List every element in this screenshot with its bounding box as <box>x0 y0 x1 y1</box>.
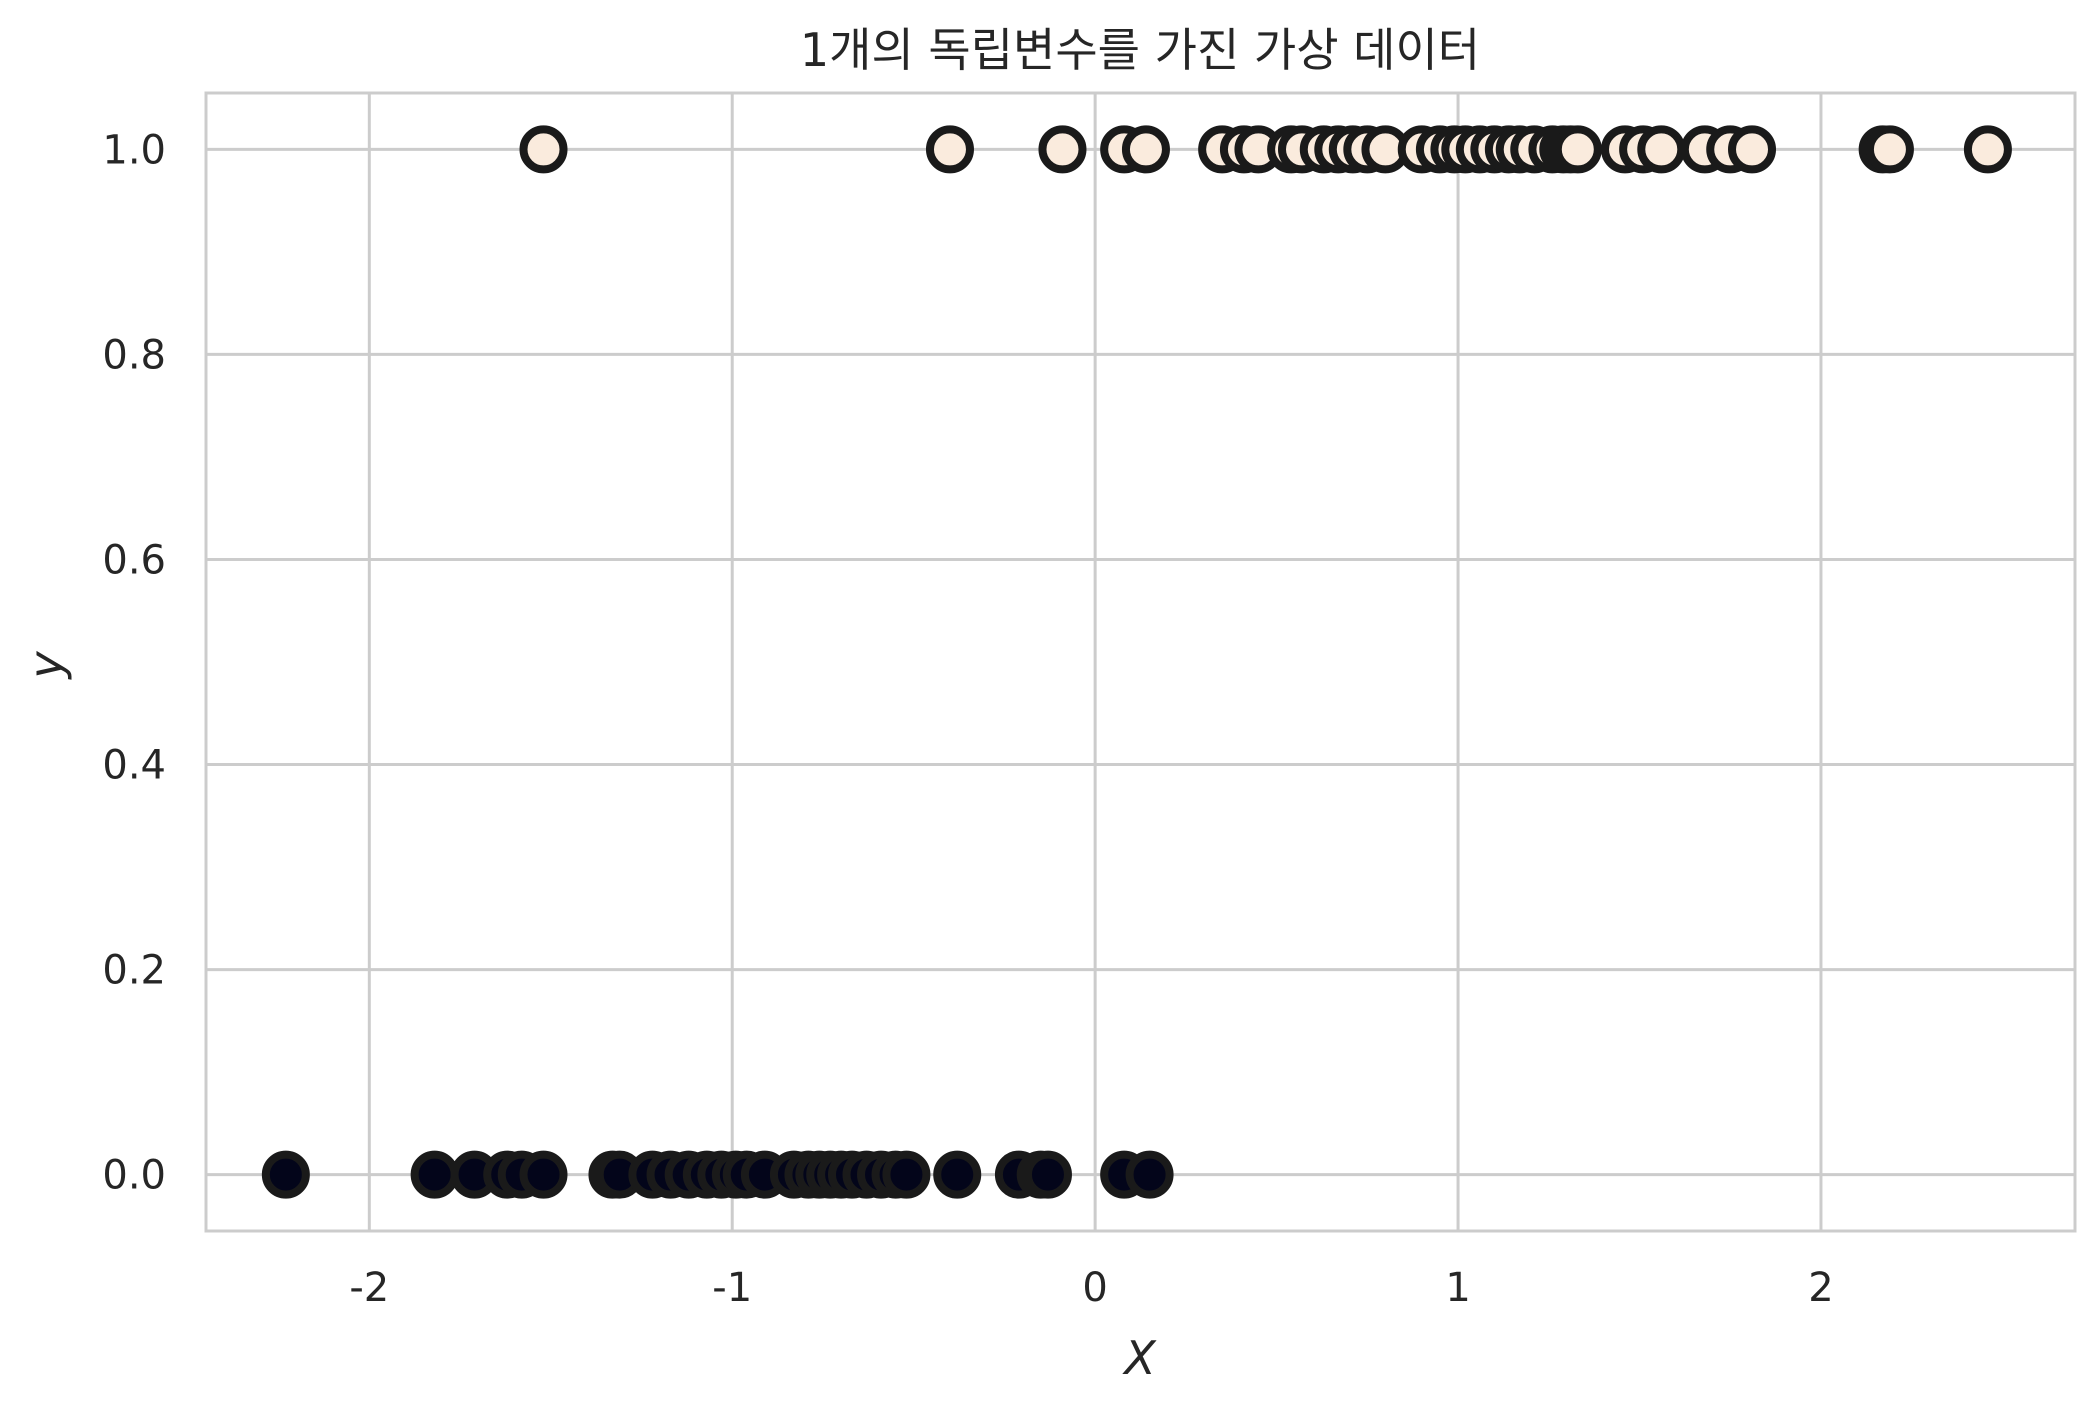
scatter-point-class-1 <box>1637 125 1686 174</box>
scatter-point-class-0 <box>933 1150 982 1199</box>
y-tick-label: 1.0 <box>102 127 166 173</box>
scatter-point-class-0 <box>519 1150 568 1199</box>
scatter-point-class-0 <box>882 1150 931 1199</box>
chart-title: 1개의 독립변수를 가진 가상 데이터 <box>800 23 1480 77</box>
tick-labels: -2 -1 0 1 2 0.0 0.2 0.4 0.6 0.8 1.0 <box>102 127 1833 1311</box>
scatter-point-class-1 <box>1121 125 1170 174</box>
x-tick-label: 1 <box>1445 1265 1470 1311</box>
scatter-point-class-0 <box>1125 1150 1174 1199</box>
scatter-point-class-0 <box>1023 1150 1072 1199</box>
scatter-point-class-1 <box>925 125 974 174</box>
scatter-point-class-1 <box>1963 125 2012 174</box>
x-tick-label: 0 <box>1082 1265 1107 1311</box>
y-tick-label: 0.6 <box>102 537 166 583</box>
scatter-point-class-1 <box>1865 125 1914 174</box>
x-tick-label: -1 <box>712 1265 752 1311</box>
x-tick-label: 2 <box>1808 1265 1833 1311</box>
scatter-point-class-0 <box>410 1150 459 1199</box>
x-axis-label: X <box>1122 1331 1157 1385</box>
scatter-point-class-1 <box>1728 125 1777 174</box>
y-axis-label: y <box>19 651 73 681</box>
data-points <box>261 125 2012 1199</box>
scatter-point-class-1 <box>1553 125 1602 174</box>
y-tick-label: 0.0 <box>102 1153 166 1199</box>
y-tick-label: 0.8 <box>102 332 166 378</box>
scatter-point-class-1 <box>1038 125 1087 174</box>
plot-frame <box>204 91 2077 1233</box>
x-tick-label: -2 <box>349 1265 389 1311</box>
y-tick-label: 0.2 <box>102 948 166 994</box>
scatter-point-class-0 <box>261 1150 310 1199</box>
scatter-point-class-1 <box>519 125 568 174</box>
y-tick-label: 0.4 <box>102 743 166 789</box>
